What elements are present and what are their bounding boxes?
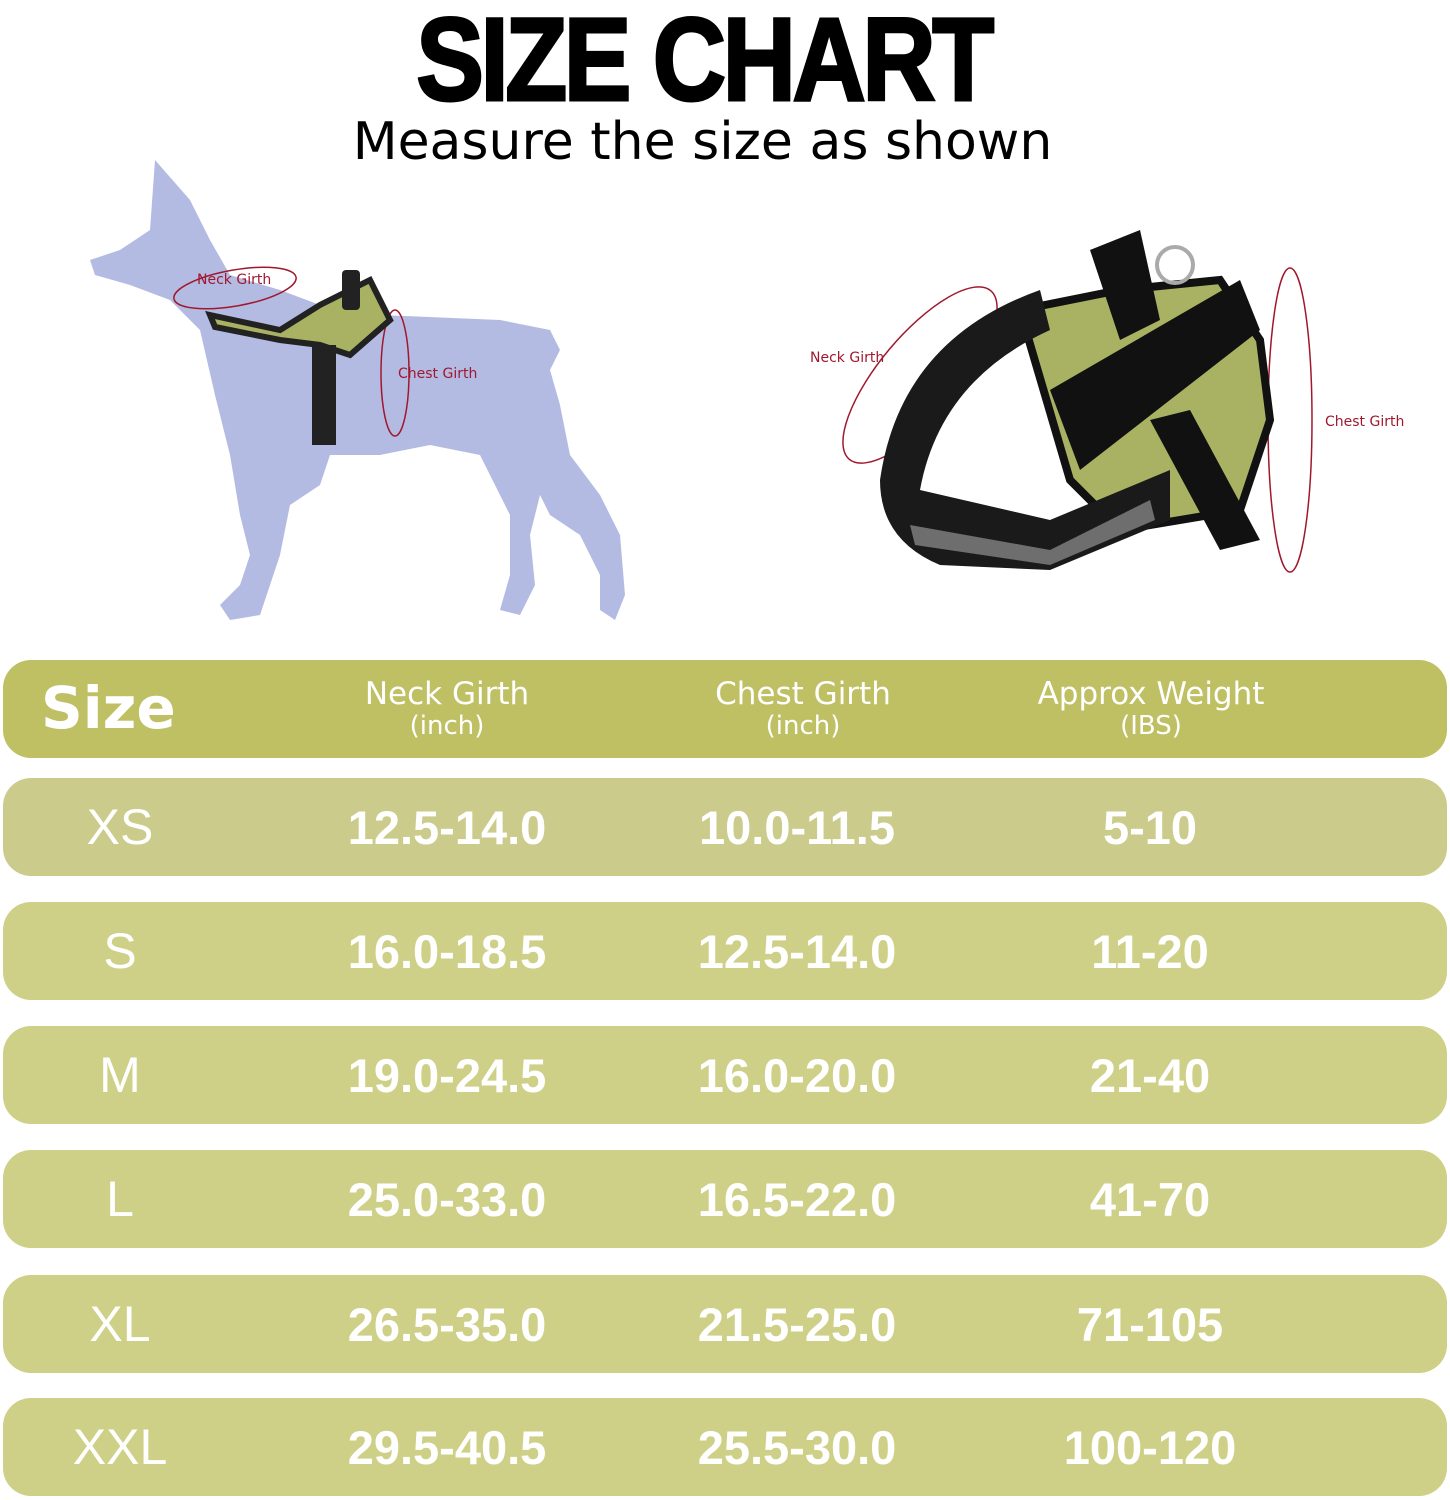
header-approx-weight: Approx Weight (IBS) [1038, 660, 1265, 758]
cell-chest: 12.5-14.0 [697, 924, 897, 978]
header-neck-girth: Neck Girth (inch) [365, 660, 529, 758]
header-chest-girth: Chest Girth (inch) [715, 660, 891, 758]
table-header-row: Size Neck Girth (inch) Chest Girth (inch… [3, 660, 1447, 758]
cell-weight: 71-105 [1076, 1297, 1224, 1351]
table-row: M 19.0-24.5 16.0-20.0 21-40 [3, 1026, 1447, 1124]
cell-chest: 10.0-11.5 [698, 800, 896, 854]
cell-weight: 5-10 [1102, 800, 1198, 854]
table-row: L 25.0-33.0 16.5-22.0 41-70 [3, 1150, 1447, 1248]
cell-size: XL [89, 1296, 151, 1352]
header-chest-girth-label: Chest Girth [715, 676, 891, 712]
table-row: XL 26.5-35.0 21.5-25.0 71-105 [3, 1275, 1447, 1373]
cell-chest: 25.5-30.0 [697, 1420, 897, 1474]
cell-weight: 21-40 [1089, 1048, 1211, 1102]
cell-neck: 26.5-35.0 [347, 1297, 547, 1351]
harness-illustration [842, 230, 1313, 573]
cell-chest: 16.5-22.0 [697, 1172, 897, 1226]
cell-neck: 25.0-33.0 [347, 1172, 547, 1226]
cell-weight: 11-20 [1091, 924, 1209, 978]
cell-neck: 16.0-18.5 [347, 924, 547, 978]
cell-size: XS [86, 799, 154, 855]
dog-neck-girth-label: Neck Girth [197, 272, 272, 288]
harness-neck-girth-label: Neck Girth [810, 350, 885, 366]
dog-silhouette [90, 160, 625, 620]
dog-chest-girth-label: Chest Girth [398, 366, 478, 382]
cell-neck: 19.0-24.5 [347, 1048, 547, 1102]
cell-size: L [106, 1171, 134, 1227]
cell-chest: 16.0-20.0 [697, 1048, 897, 1102]
cell-neck: 29.5-40.5 [347, 1420, 547, 1474]
header-approx-weight-unit: (IBS) [1120, 711, 1182, 741]
table-row: S 16.0-18.5 12.5-14.0 11-20 [3, 902, 1447, 1000]
header-size: Size [41, 674, 176, 742]
cell-size: XXL [72, 1419, 168, 1475]
dog-illustration [90, 160, 625, 620]
page-subtitle: Measure the size as shown [352, 112, 1053, 172]
cell-chest: 21.5-25.0 [697, 1297, 897, 1351]
header-approx-weight-label: Approx Weight [1037, 676, 1265, 712]
cell-size: M [99, 1047, 141, 1103]
table-row: XXL 29.5-40.5 25.5-30.0 100-120 [3, 1398, 1447, 1496]
page-title: SIZE CHART [415, 0, 995, 128]
table-row: XS 12.5-14.0 10.0-11.5 5-10 [3, 778, 1447, 876]
header-chest-girth-unit: (inch) [765, 711, 841, 741]
header-neck-girth-unit: (inch) [409, 711, 485, 741]
cell-weight: 100-120 [1063, 1420, 1237, 1474]
harness-chest-girth-label: Chest Girth [1325, 414, 1405, 430]
cell-neck: 12.5-14.0 [347, 800, 547, 854]
cell-size: S [103, 923, 137, 979]
header-neck-girth-label: Neck Girth [364, 676, 530, 712]
cell-weight: 41-70 [1089, 1172, 1211, 1226]
